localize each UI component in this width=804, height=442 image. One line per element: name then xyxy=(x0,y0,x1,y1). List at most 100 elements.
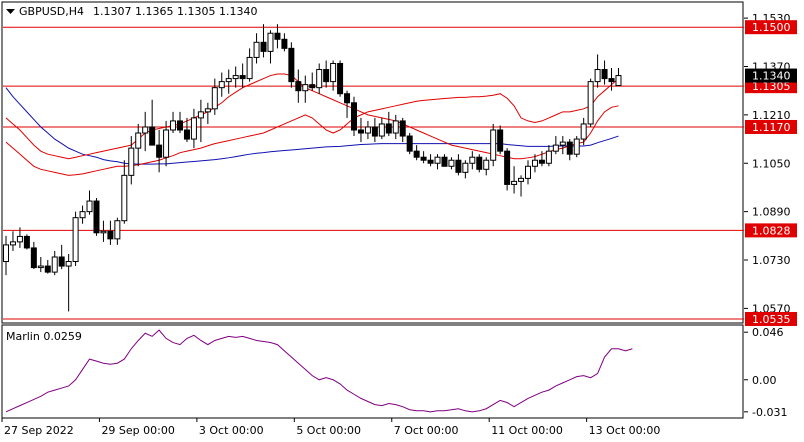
candle-bull xyxy=(392,120,399,134)
candle-bear xyxy=(399,120,406,137)
time-tick-label: 7 Oct 00:00 xyxy=(394,424,459,437)
candle-bear xyxy=(58,256,65,267)
candle-bull xyxy=(190,117,197,140)
candle-bear xyxy=(371,126,378,137)
level-tag-label: 1.0535 xyxy=(752,313,791,326)
candle-bull xyxy=(246,56,253,80)
level-tag-label: 1.0828 xyxy=(752,224,791,237)
candle-bear xyxy=(413,150,420,158)
candle-bear xyxy=(239,75,246,80)
marlin-oscillator-line xyxy=(5,329,633,413)
candle-bear xyxy=(504,150,511,185)
candle-bear xyxy=(93,200,100,234)
candle-bear xyxy=(351,102,357,131)
candle-bear xyxy=(337,62,344,95)
level-tag-label: 1.1500 xyxy=(752,21,791,34)
moving-average-line xyxy=(5,87,619,165)
candle-bull xyxy=(490,129,497,161)
header-ohlc: 1.1307 1.1365 1.1305 1.1340 xyxy=(93,5,257,18)
candle-bull xyxy=(9,241,16,246)
candle-bull xyxy=(3,244,9,263)
current-price-tag-box xyxy=(745,68,797,83)
candle-bull xyxy=(142,126,149,134)
candle-bear xyxy=(427,159,434,164)
candle-bull xyxy=(448,159,455,167)
indicator-label: Marlin 0.0259 xyxy=(6,330,82,343)
candle-bull xyxy=(552,144,559,152)
time-tick-label: 5 Oct 00:00 xyxy=(296,424,361,437)
candle-bear xyxy=(538,159,545,164)
time-tick-label: 27 Sep 2022 xyxy=(4,424,74,437)
candle-bull xyxy=(559,141,566,146)
level-tag-box xyxy=(745,79,797,94)
candle-bull xyxy=(86,200,93,213)
level-tag-box xyxy=(745,223,797,238)
candle-bear xyxy=(406,135,413,152)
candle-bear xyxy=(149,126,156,146)
candle-bear xyxy=(288,47,295,83)
candle-bear xyxy=(357,129,364,134)
candle-bull xyxy=(469,156,476,164)
candle-bear xyxy=(156,144,163,158)
candle-bull xyxy=(316,69,323,89)
candle-bull xyxy=(79,211,86,219)
header-dropdown-icon[interactable] xyxy=(6,9,15,14)
candle-bull xyxy=(615,75,622,87)
candle-bull xyxy=(587,81,594,125)
level-tag-box xyxy=(745,311,797,326)
candle-bull xyxy=(218,81,225,89)
price-tick-label: 1.0890 xyxy=(752,206,791,219)
candle-bull xyxy=(121,174,128,222)
candle-bear xyxy=(455,159,462,173)
level-tag-label: 1.1170 xyxy=(752,121,791,134)
osc-tick-label: 0.046 xyxy=(752,326,784,339)
candle-bear xyxy=(441,156,448,167)
price-tick-label: 1.0730 xyxy=(752,254,791,267)
candle-bear xyxy=(608,78,615,83)
candle-bull xyxy=(128,147,135,176)
candle-bear xyxy=(44,265,51,273)
time-tick-label: 29 Sep 00:00 xyxy=(101,424,174,437)
price-tick-label: 1.1050 xyxy=(752,157,791,170)
candle-bull xyxy=(225,78,232,83)
candle-bull xyxy=(580,123,587,140)
level-tag-box xyxy=(745,20,797,35)
candle-bear xyxy=(177,120,183,131)
candle-bull xyxy=(525,165,531,179)
candle-bear xyxy=(323,69,330,83)
candle-bull xyxy=(462,162,469,173)
candle-bear xyxy=(260,41,267,52)
envelope-line-2 xyxy=(5,78,619,176)
candle-bear xyxy=(30,247,37,269)
candle-bear xyxy=(23,235,30,249)
candle-bull xyxy=(531,159,538,167)
candle-bull xyxy=(211,87,218,110)
candle-bull xyxy=(573,138,580,155)
indicator-pane xyxy=(1,324,744,419)
candle-bear xyxy=(344,93,351,104)
candle-bull xyxy=(100,230,107,234)
candle-bull xyxy=(197,111,204,119)
candle-bear xyxy=(385,123,392,134)
candle-bear xyxy=(281,38,288,49)
candle-bear xyxy=(497,129,504,152)
level-tag-box xyxy=(745,119,797,134)
candle-bull xyxy=(135,132,142,149)
candle-bull xyxy=(253,41,260,58)
candle-bull xyxy=(170,120,177,131)
candle-bull xyxy=(364,126,371,134)
candle-bull xyxy=(16,235,23,243)
candle-bear xyxy=(601,69,608,80)
header-symbol: GBPUSD,H4 xyxy=(19,5,84,18)
candle-bear xyxy=(476,156,483,170)
candle-bull xyxy=(330,62,337,83)
candle-bull xyxy=(37,265,44,269)
price-pane xyxy=(1,1,744,324)
osc-tick-label: 0.00 xyxy=(752,374,777,387)
candle-bull xyxy=(204,108,211,113)
candle-bull xyxy=(232,75,239,80)
candle-bear xyxy=(183,129,190,140)
time-tick-label: 13 Oct 00:00 xyxy=(589,424,661,437)
price-tick-label: 1.1210 xyxy=(752,109,791,122)
